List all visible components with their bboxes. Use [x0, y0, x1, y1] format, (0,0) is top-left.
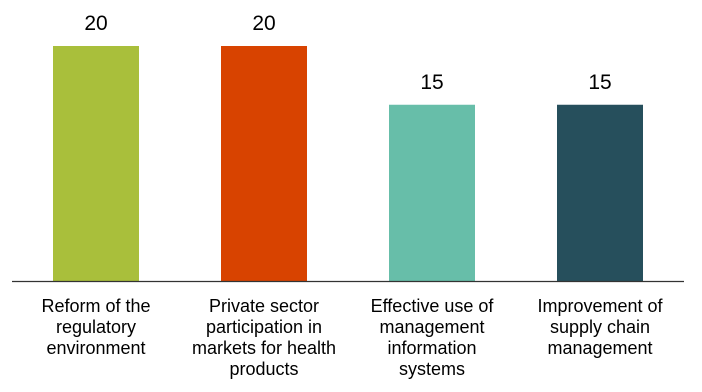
- value-label-1: 20: [84, 12, 107, 35]
- value-label-2: 20: [252, 12, 275, 35]
- value-label-group: 20 20 15 15: [84, 12, 611, 94]
- bar-3: [389, 104, 475, 281]
- category-label-line: Private sector: [209, 296, 319, 316]
- category-label-line: environment: [46, 338, 145, 358]
- category-label-group: Reform of the regulatory environment Privat…: [41, 296, 663, 379]
- category-label-line: Reform of the: [41, 296, 150, 316]
- category-label-line: management: [547, 338, 652, 358]
- category-label-line: regulatory: [56, 317, 136, 337]
- category-label-4: Improvement of supply chain management: [537, 296, 663, 358]
- category-label-3: Effective use of management information sys…: [371, 296, 495, 379]
- category-label-2: Private sector participation in markets fo…: [192, 296, 336, 379]
- bar-group: [53, 46, 643, 281]
- value-label-3: 15: [420, 71, 443, 94]
- category-label-line: products: [229, 359, 298, 379]
- bar-2: [221, 46, 307, 281]
- category-label-1: Reform of the regulatory environment: [41, 296, 150, 358]
- category-label-line: markets for health: [192, 338, 336, 358]
- bar-4: [557, 104, 643, 281]
- category-label-line: Improvement of: [537, 296, 663, 316]
- value-label-4: 15: [588, 71, 611, 94]
- bar-1: [53, 46, 139, 281]
- category-label-line: management: [379, 317, 484, 337]
- category-label-line: systems: [399, 359, 465, 379]
- category-label-line: participation in: [206, 317, 322, 337]
- category-label-line: supply chain: [550, 317, 650, 337]
- category-label-line: Effective use of: [371, 296, 495, 316]
- category-label-line: information: [387, 338, 476, 358]
